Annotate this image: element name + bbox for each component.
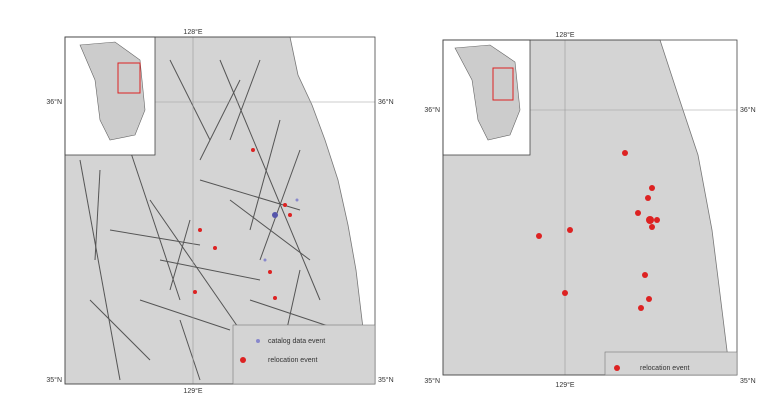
inset-land bbox=[454, 44, 521, 141]
legend bbox=[604, 351, 738, 376]
event-marker bbox=[268, 270, 272, 274]
fault-line bbox=[159, 259, 261, 281]
right-map: 128°E 36°N 36°N 35°N 129°E 35°N relocati… bbox=[424, 31, 755, 389]
fault-line bbox=[139, 299, 231, 331]
event-marker bbox=[193, 290, 197, 294]
lat-label: 35°N bbox=[46, 376, 62, 384]
event-marker bbox=[567, 227, 573, 233]
lon-label: 128°E bbox=[555, 31, 574, 39]
fault-line bbox=[229, 59, 261, 141]
lon-label: 129°E bbox=[183, 387, 202, 395]
fault-line bbox=[229, 199, 311, 261]
event-marker bbox=[622, 150, 628, 156]
lon-label: 128°E bbox=[183, 28, 202, 36]
map-frame bbox=[442, 39, 738, 376]
lat-label: 36°N bbox=[46, 98, 62, 106]
legend-symbol bbox=[614, 365, 620, 371]
event-marker bbox=[562, 290, 568, 296]
event-marker bbox=[198, 228, 202, 232]
event-marker bbox=[295, 198, 299, 202]
fault-line bbox=[169, 219, 191, 291]
fault-line bbox=[129, 149, 181, 301]
event-marker bbox=[263, 258, 267, 262]
event-marker bbox=[273, 296, 277, 300]
event-marker bbox=[649, 185, 655, 191]
fault-line bbox=[249, 119, 281, 231]
event-marker bbox=[646, 216, 654, 224]
event-marker bbox=[536, 233, 542, 239]
lat-label: 36°N bbox=[378, 98, 394, 106]
lat-label: 35°N bbox=[424, 377, 440, 385]
event-marker bbox=[649, 224, 655, 230]
inset-extent bbox=[117, 62, 141, 94]
event-marker bbox=[646, 296, 652, 302]
legend-symbol bbox=[240, 357, 246, 363]
inset-extent bbox=[492, 67, 514, 101]
legend-label: relocation event bbox=[268, 357, 317, 364]
legend-label: relocation event bbox=[640, 365, 689, 372]
event-marker bbox=[642, 272, 648, 278]
fault-line bbox=[89, 299, 151, 361]
fault-line bbox=[199, 79, 241, 161]
lat-label: 35°N bbox=[740, 377, 756, 385]
fault-line bbox=[109, 229, 201, 246]
event-marker bbox=[213, 246, 217, 250]
legend-label: catalog data event bbox=[268, 338, 325, 345]
event-marker bbox=[654, 217, 660, 223]
lat-label: 36°N bbox=[424, 106, 440, 114]
fault-line bbox=[219, 59, 321, 301]
fault-line bbox=[79, 159, 121, 381]
lat-label: 36°N bbox=[740, 106, 756, 114]
fault-line bbox=[259, 149, 301, 261]
fault-line bbox=[149, 199, 241, 331]
event-marker bbox=[645, 195, 651, 201]
legend-symbol bbox=[256, 339, 260, 343]
left-map: 128°E 36°N 36°N 35°N 129°E 35°N catalog … bbox=[46, 28, 393, 395]
event-marker bbox=[283, 203, 287, 207]
map-frame bbox=[64, 36, 376, 385]
events bbox=[536, 150, 660, 311]
fault-line bbox=[169, 59, 211, 141]
events bbox=[193, 148, 299, 300]
event-marker bbox=[251, 148, 255, 152]
event-marker bbox=[272, 212, 278, 218]
legend bbox=[232, 324, 376, 385]
event-marker bbox=[635, 210, 641, 216]
inset-land bbox=[79, 41, 146, 141]
faults bbox=[79, 59, 341, 381]
fault-line bbox=[94, 169, 101, 261]
event-marker bbox=[288, 213, 292, 217]
fault-line bbox=[179, 319, 201, 381]
lon-label: 129°E bbox=[555, 381, 574, 389]
lat-label: 35°N bbox=[378, 376, 394, 384]
event-marker bbox=[638, 305, 644, 311]
